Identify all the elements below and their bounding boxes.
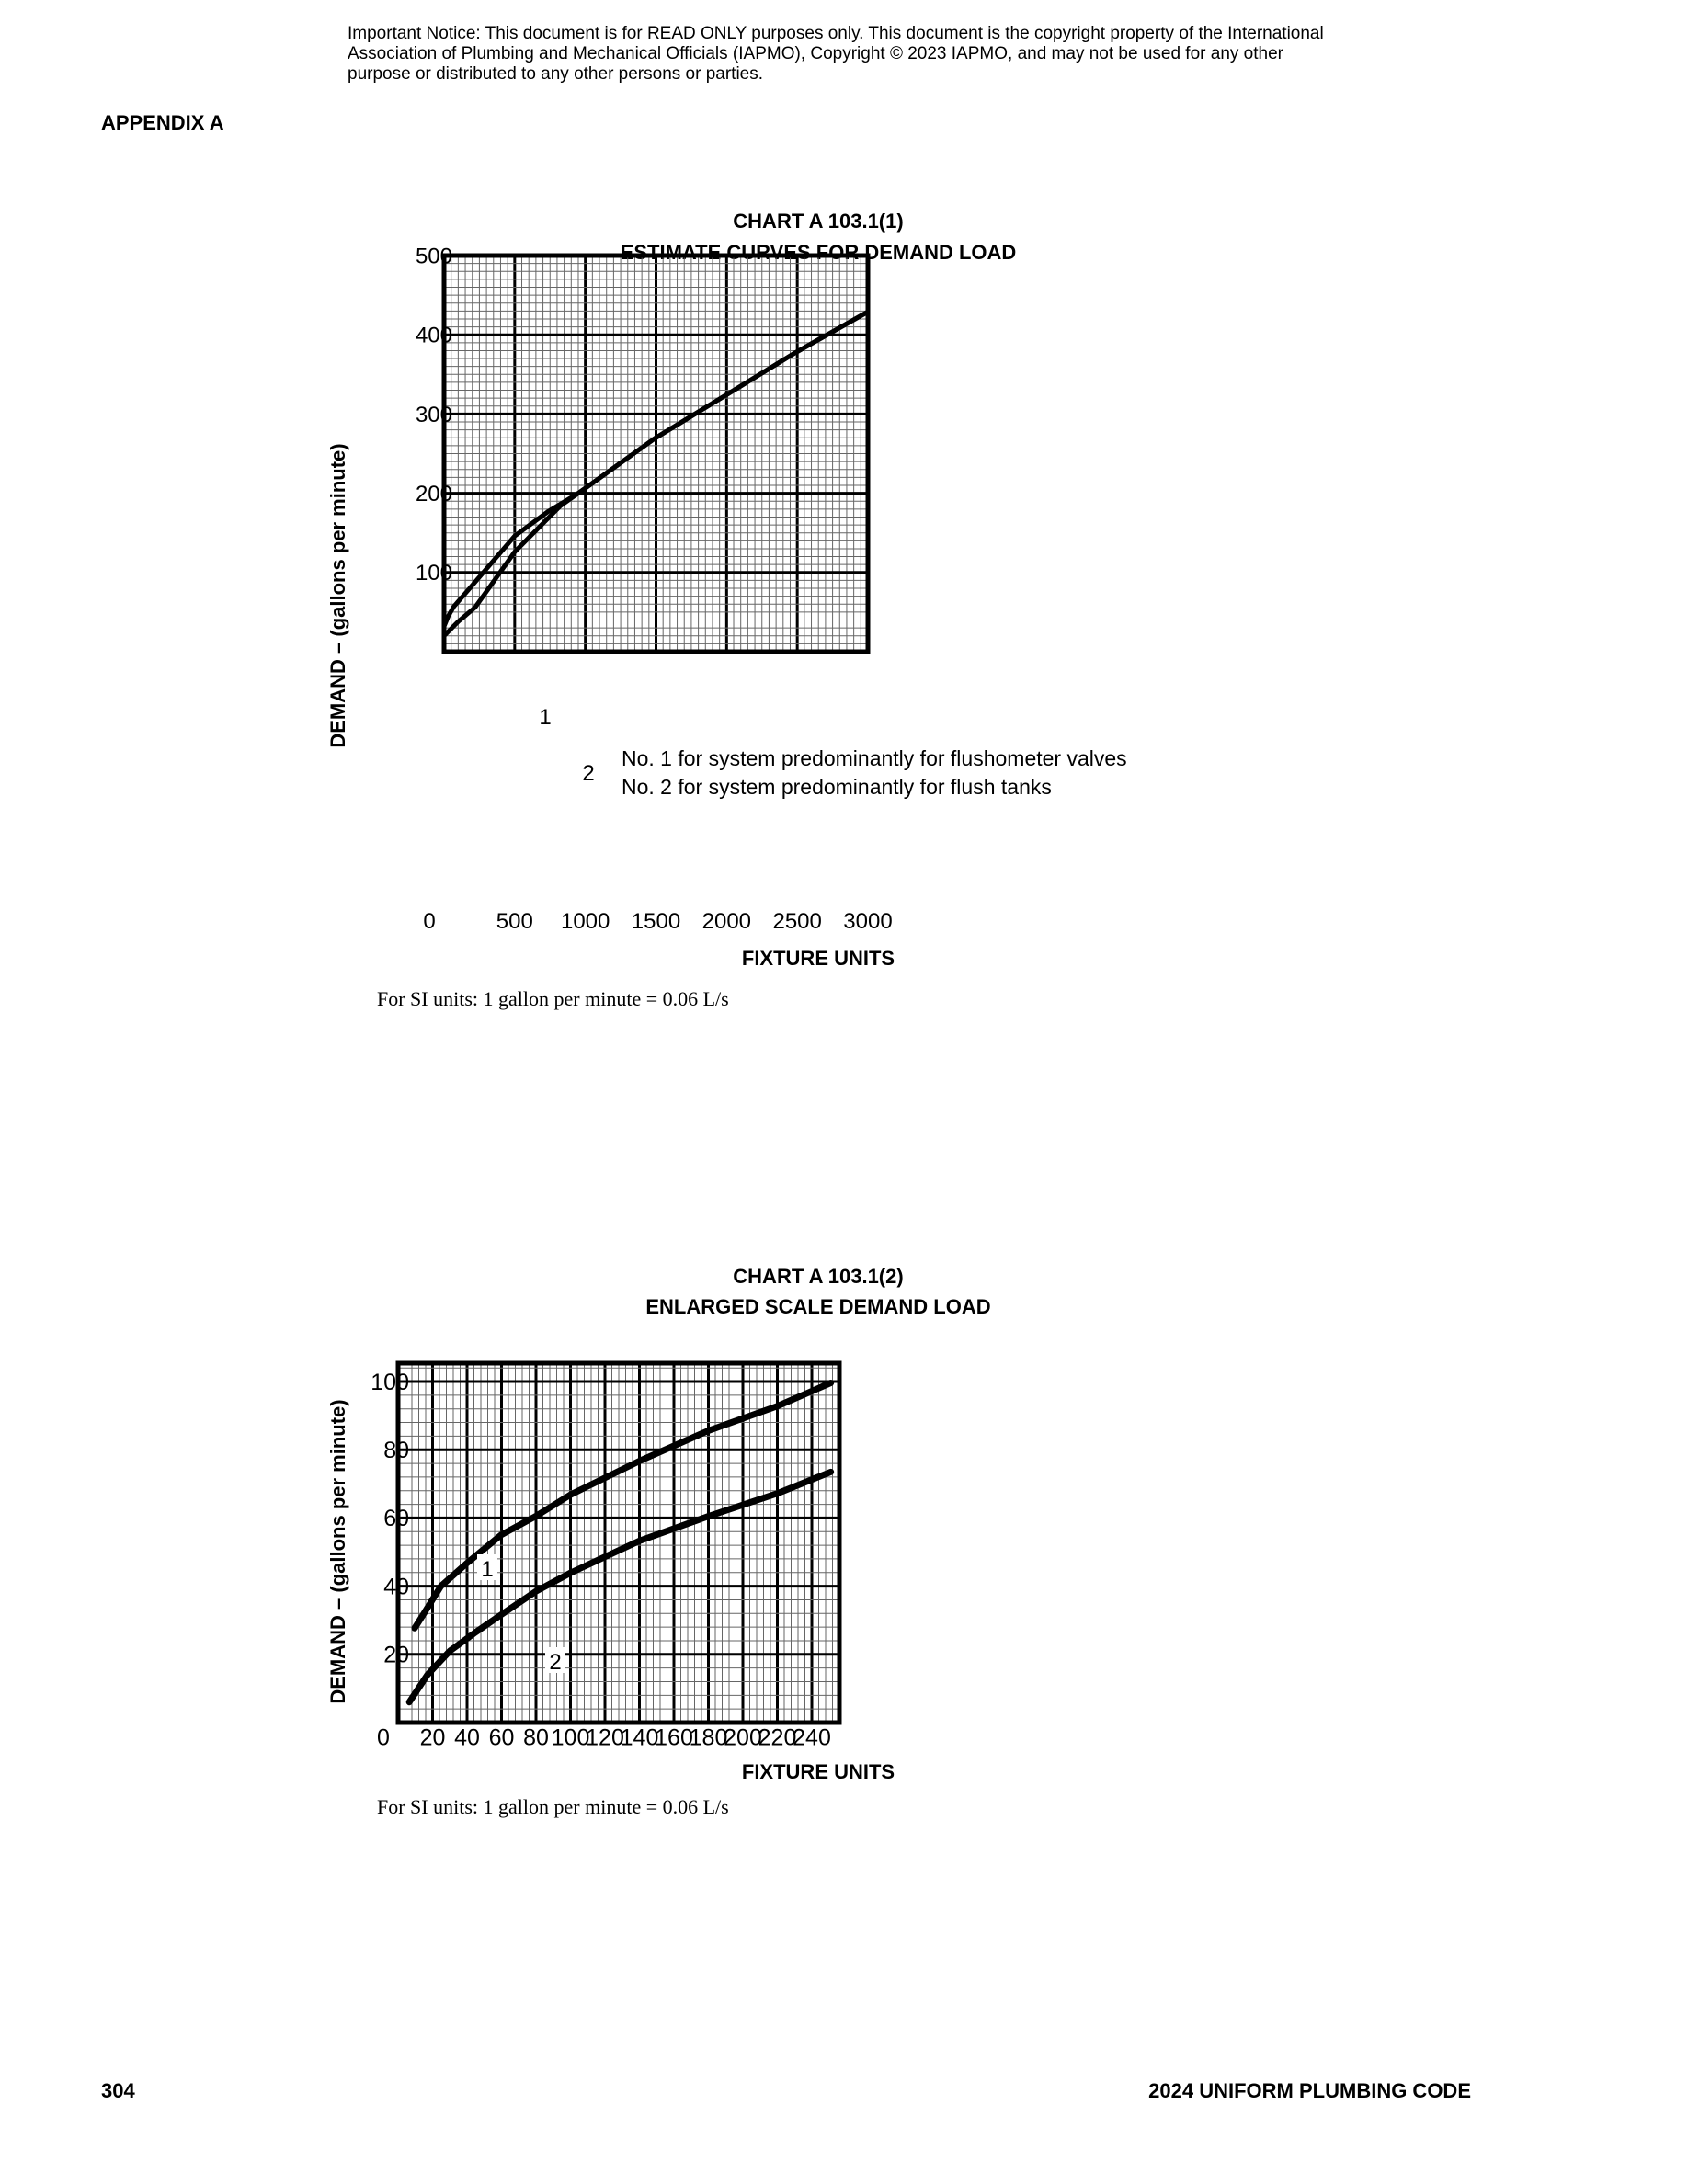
chart1-y-tick-label: 500 [416,244,452,268]
chart2-series-2-label-bg [545,1647,565,1673]
chart2-x-tick-label: 60 [489,1725,515,1751]
chart2-x-tick-label: 0 [377,1725,390,1751]
chart2-x-tick-label: 240 [793,1725,831,1751]
chart1-si-note: For SI units: 1 gallon per minute = 0.06… [377,987,729,1010]
chart2-series-1-label: 1 [481,1557,493,1582]
appendix-heading: APPENDIX A [101,111,224,134]
chart1-title: CHART A 103.1(1) [733,210,904,233]
chart2-x-tick-label: 180 [690,1725,728,1751]
chart1-legend-entry: No. 2 for system predominantly for flush… [622,775,1052,799]
chart2-plot-border [395,1360,842,1725]
chart2-title: CHART A 103.1(2) [733,1265,904,1288]
chart2-y-tick-label: 20 [383,1643,409,1668]
chart1-xlabel: FIXTURE UNITS [741,947,895,970]
chart2-x-tick-label: 20 [420,1725,446,1751]
chart1-series-1-label-bg [535,702,555,728]
page-number: 304 [101,2079,135,2102]
copyright-notice: Important Notice: This document is for R… [348,24,1324,84]
chart1-series-2-label-bg [578,758,599,784]
chart1-y-tick-label: 100 [416,561,452,586]
chart1-series-2-label: 2 [582,761,594,786]
chart2-xlabel: FIXTURE UNITS [741,1760,895,1783]
chart1-x-tick-label: 3000 [843,909,892,934]
chart1-y-tick-label: 200 [416,482,452,506]
chart2-x-tick-label: 120 [586,1725,624,1751]
chart2-y-tick-label: 80 [383,1438,409,1463]
chart2-series-1-label-bg [477,1554,497,1580]
chart1-series-1-label: 1 [539,705,551,730]
chart1-legend-box [616,741,1158,800]
chart1-legend-entry: No. 1 for system predominantly for flush… [622,746,1127,770]
chart1-x-tick-label: 2000 [702,909,751,934]
chart1-x-tick-label: 1000 [561,909,610,934]
book-title: 2024 UNIFORM PLUMBING CODE [1148,2079,1471,2102]
chart2-x-tick-label: 80 [523,1725,549,1751]
chart1-x-tick-label: 1500 [632,909,680,934]
chart2-x-tick-label: 100 [552,1725,590,1751]
chart1-series-2-line [441,309,871,639]
chart2-series-2-label: 2 [549,1650,561,1675]
chart1-y-tick-label: 400 [416,324,452,348]
chart2-x-tick-label: 200 [724,1725,762,1751]
chart1-x-tick-label: 0 [423,909,435,934]
chart2-series-2-line [405,1468,835,1706]
chart1-x-tick-label: 2500 [772,909,821,934]
chart1-plot-border [441,253,871,654]
chart2-y-tick-label: 40 [383,1574,409,1599]
chart2-x-tick-label: 140 [621,1725,659,1751]
chart2-y-tick-label: 60 [383,1506,409,1531]
chart2-x-tick-label: 220 [758,1725,797,1751]
chart2-x-tick-label: 160 [655,1725,693,1751]
chart2-y-tick-label: 100 [371,1370,409,1395]
chart1-y-tick-label: 300 [416,403,452,427]
chart2-si-note: For SI units: 1 gallon per minute = 0.06… [377,1795,729,1818]
chart2-x-tick-label: 40 [454,1725,480,1751]
chart2-series-1-line [411,1380,835,1632]
chart2-subtitle: ENLARGED SCALE DEMAND LOAD [645,1295,991,1318]
chart1-x-tick-label: 500 [496,909,533,934]
